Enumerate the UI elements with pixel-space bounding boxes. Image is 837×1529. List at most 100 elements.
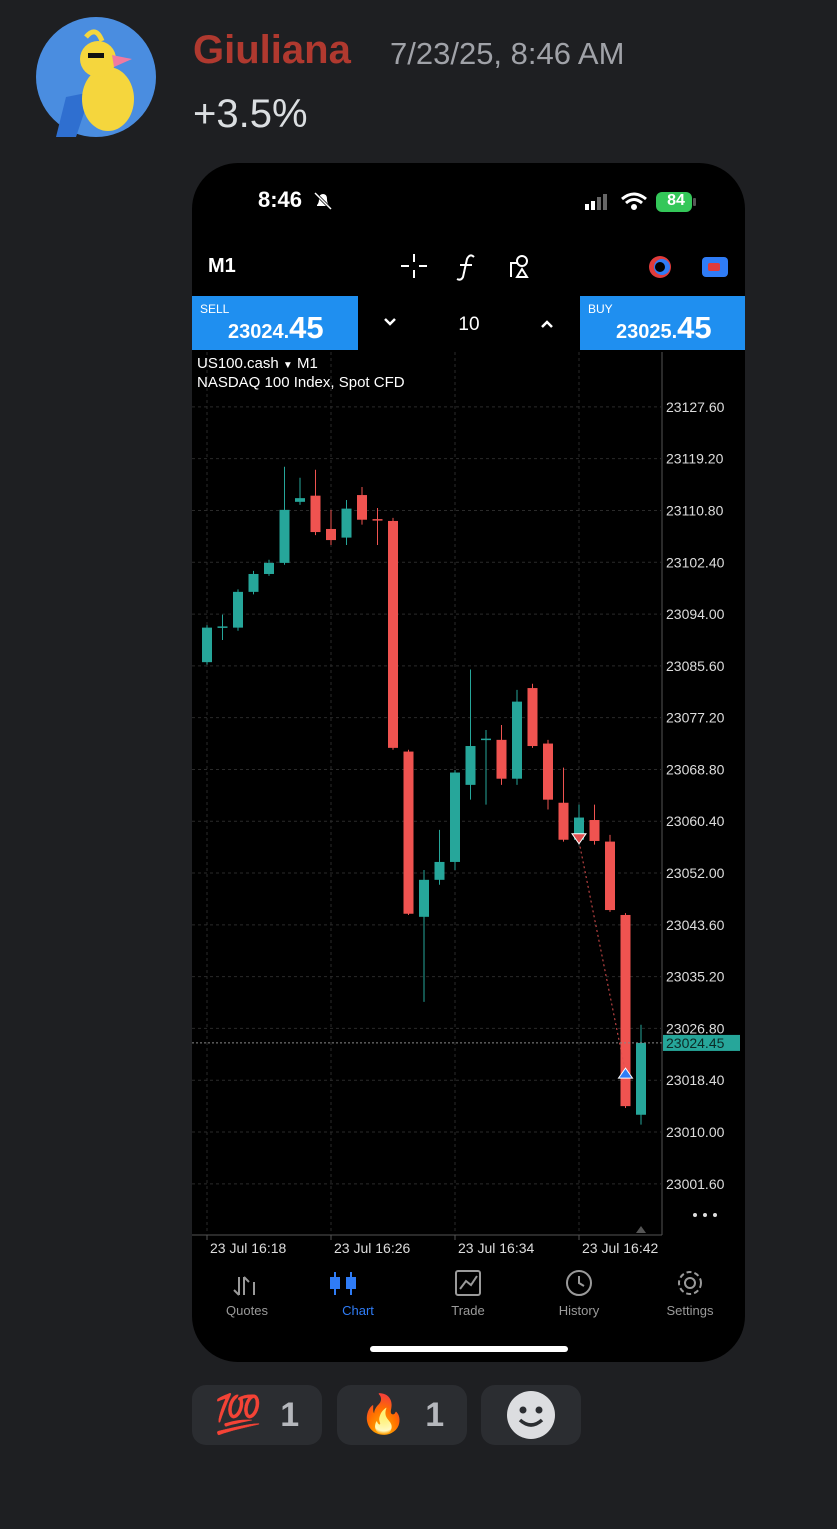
y-tick-label: 23018.40	[666, 1072, 725, 1088]
add-reaction-icon	[507, 1391, 555, 1439]
reaction-fire[interactable]: 🔥 1	[337, 1385, 467, 1445]
avatar[interactable]	[36, 17, 156, 137]
message-text: +3.5%	[193, 92, 308, 136]
candle-body	[512, 701, 522, 779]
candle-body	[217, 626, 228, 628]
x-tick-label: 23 Jul 16:26	[334, 1240, 410, 1256]
symbol-timeframe: M1	[296, 355, 318, 372]
y-tick-label: 23026.80	[666, 1020, 725, 1036]
nav-chart[interactable]: Chart	[342, 1303, 374, 1318]
symbol: US100.cash	[197, 355, 279, 372]
sell-price-frac: 45	[289, 310, 324, 345]
sell-marker	[571, 833, 587, 845]
y-tick-label: 23068.80	[666, 761, 725, 777]
candle-body	[279, 509, 290, 563]
y-tick-label: 23119.20	[666, 451, 724, 467]
candle-body	[636, 1042, 646, 1115]
candle-body	[341, 508, 352, 538]
y-tick-label: 23127.60	[666, 399, 725, 415]
chart[interactable]: 23127.60 23119.20 23110.80 23102.40 23094.00…	[192, 352, 745, 1262]
timestamp: 7/23/25, 8:46 AM	[390, 36, 625, 71]
nav-history[interactable]: History	[558, 1303, 600, 1318]
toolbar-icons[interactable]	[392, 251, 542, 281]
price-tag	[663, 1034, 740, 1051]
sell-button[interactable]: SELL 23024.45	[192, 296, 358, 350]
candle-body	[620, 914, 631, 1107]
candle-body	[310, 495, 321, 533]
bell-off-icon	[313, 191, 333, 211]
more-dot	[713, 1213, 717, 1217]
nav-settings[interactable]: Settings	[666, 1303, 714, 1318]
battery-level: 84	[667, 192, 685, 209]
avatar-duck-head	[80, 41, 116, 77]
candle-body	[527, 688, 538, 747]
volume-value[interactable]: 10	[458, 314, 480, 335]
candle-body	[372, 519, 383, 521]
y-tick-label: 23035.20	[666, 969, 725, 985]
candle-body	[589, 820, 600, 841]
candle-body	[543, 743, 553, 800]
nav-trade[interactable]: Trade	[451, 1303, 485, 1318]
candle-body	[295, 498, 305, 502]
candle-body	[248, 573, 259, 592]
volume-control[interactable]	[358, 296, 580, 350]
y-tick-label: 23010.00	[666, 1124, 725, 1140]
candle-body	[326, 528, 336, 541]
y-tick-label: 23094.00	[666, 606, 725, 622]
reaction-emoji: 🔥	[359, 1394, 408, 1436]
status-time: 8:46	[258, 187, 303, 212]
candle-body	[264, 562, 274, 574]
volume-up[interactable]	[541, 320, 553, 328]
candle-body	[202, 627, 212, 663]
author-name[interactable]: Giuliana	[193, 28, 351, 72]
price-tag-label: 23024.45	[666, 1035, 725, 1051]
y-tick-label: 23060.40	[666, 813, 725, 829]
candle-body	[481, 738, 491, 741]
y-tick-label: 23043.60	[666, 917, 725, 933]
candle-body	[419, 879, 429, 917]
timeframe-button[interactable]: M1	[208, 255, 236, 277]
more-dot	[703, 1213, 707, 1217]
symbol-description: NASDAQ 100 Index, Spot CFD	[197, 374, 405, 391]
x-tick-label: 23 Jul 16:42	[582, 1240, 658, 1256]
buy-marker	[617, 1067, 634, 1079]
reaction-count: 1	[280, 1395, 300, 1434]
symbol-header: US100.cash ▼ M1	[197, 355, 318, 372]
shift-marker	[636, 1226, 646, 1233]
dropdown-caret[interactable]: ▼	[282, 360, 293, 371]
y-tick-label: 23085.60	[666, 658, 725, 674]
add-reaction[interactable]	[481, 1385, 581, 1445]
avatar-glasses	[88, 53, 104, 58]
candle-body	[403, 751, 414, 914]
y-tick-label: 23052.00	[666, 865, 725, 881]
y-tick-label: 23001.60	[666, 1176, 725, 1192]
nav-quotes[interactable]: Quotes	[226, 1303, 268, 1318]
candle-body	[605, 841, 615, 911]
buy-price-frac: 45	[677, 310, 712, 345]
y-tick-label: 23077.20	[666, 710, 725, 726]
reaction-count: 1	[425, 1395, 445, 1434]
screenshot[interactable]: 8:46 84 M1 SELL 23024.45 10 BUY 23025.45…	[192, 163, 745, 1362]
y-tick-label: 23102.40	[666, 554, 725, 570]
candle-body	[558, 802, 569, 840]
candle-body	[496, 739, 507, 779]
avatar-duck	[82, 67, 134, 131]
buy-button[interactable]: BUY 23025.45	[580, 296, 745, 350]
candle-body	[388, 520, 398, 748]
candle-body	[357, 495, 367, 520]
avatar-tuft	[84, 29, 105, 42]
sell-label: SELL	[200, 302, 230, 316]
more-dot	[693, 1213, 697, 1217]
candle-body	[465, 746, 476, 785]
account-icons[interactable]	[646, 255, 730, 279]
reaction-100[interactable]: 💯 1	[192, 1385, 322, 1445]
buy-price-main: 23025.	[616, 321, 678, 343]
candle-body	[574, 817, 584, 840]
buy-label: BUY	[588, 302, 613, 316]
x-tick-label: 23 Jul 16:18	[210, 1240, 286, 1256]
sell-price-main: 23024.	[228, 321, 290, 343]
reaction-emoji: 💯	[214, 1394, 263, 1436]
candle-body	[434, 861, 445, 880]
volume-down[interactable]	[384, 318, 396, 326]
